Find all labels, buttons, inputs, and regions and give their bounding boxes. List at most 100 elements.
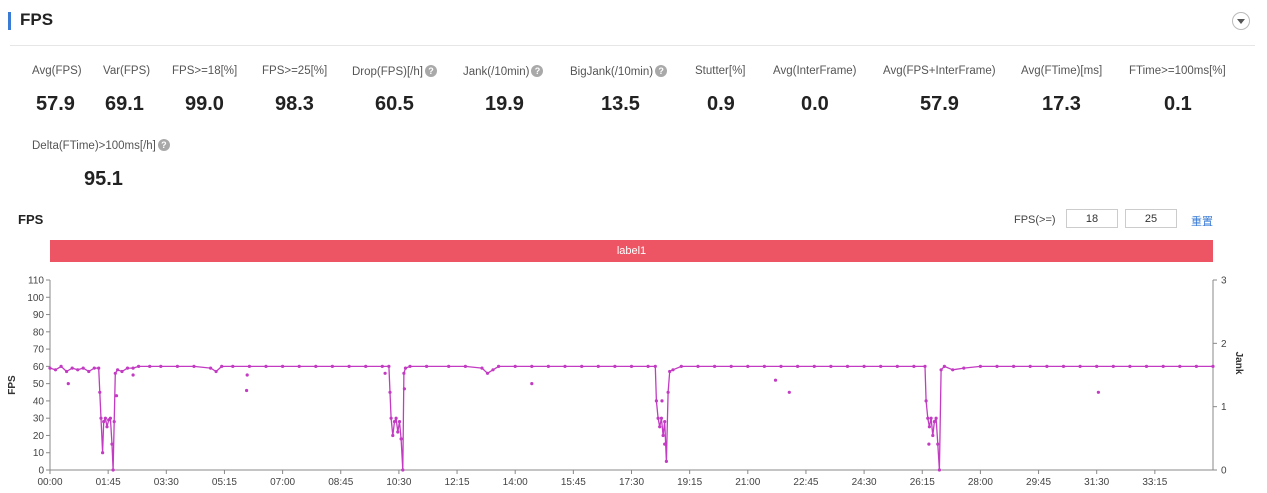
y-tick-label: 70 xyxy=(33,345,45,356)
fps-outlier-point xyxy=(383,371,387,375)
fps-data-point xyxy=(214,369,218,374)
fps-data-point xyxy=(668,369,672,374)
fps-data-point xyxy=(388,390,392,394)
fps-data-point xyxy=(596,364,600,368)
jank-axis: 0 1 2 3 xyxy=(1212,276,1227,477)
y-tick-label: 50 xyxy=(33,379,45,390)
x-tick-label: 24:30 xyxy=(852,477,877,488)
fps-data-point xyxy=(97,366,101,370)
fps-data-point xyxy=(116,368,120,372)
fps-data-point xyxy=(613,364,617,368)
fps-outlier-point xyxy=(660,399,664,403)
fps-outlier-point xyxy=(927,442,931,446)
fps-data-point xyxy=(87,369,91,374)
fps-data-point xyxy=(1061,364,1066,368)
y-tick-label: 110 xyxy=(28,276,44,287)
fps-data-point xyxy=(397,420,402,424)
fps-data-point xyxy=(762,364,767,368)
chevron-down-icon xyxy=(1237,19,1245,24)
fps-outlier-point xyxy=(787,390,791,394)
header-divider xyxy=(10,45,1255,46)
fps-data-point xyxy=(513,364,517,368)
fps-data-point xyxy=(929,416,933,420)
fps-data-point xyxy=(796,364,800,368)
fps-outlier-point xyxy=(245,388,249,393)
fps-data-point xyxy=(671,368,675,372)
x-tick-label: 10:30 xyxy=(386,477,411,488)
y2-tick-label: 1 xyxy=(1221,402,1227,413)
fps-data-point xyxy=(923,364,927,368)
chart-title: FPS xyxy=(18,212,44,227)
fps-data-point xyxy=(59,364,63,368)
fps-data-point xyxy=(65,369,69,374)
fps-data-point xyxy=(563,364,567,368)
x-tick-label: 31:30 xyxy=(1084,477,1109,488)
help-icon[interactable]: ? xyxy=(424,65,437,77)
fps-data-point xyxy=(666,390,670,394)
fps-outlier-point xyxy=(245,373,249,377)
fps-data-point xyxy=(962,366,966,370)
fps-threshold-label: FPS(>=) xyxy=(1014,214,1056,226)
y-tick-label: 0 xyxy=(38,466,44,477)
fps-data-point xyxy=(879,364,883,368)
fps-data-point xyxy=(131,366,135,370)
fps-line-chart[interactable]: 0 10 20 30 40 50 60 70 80 90 100 110 0 1 2 3 00:00 01:4… xyxy=(0,268,1267,493)
fps-data-point xyxy=(364,364,368,368)
fps-data-point xyxy=(646,364,650,368)
x-axis: 00:00 01:45 03:30 05:15 07:00 08:45 10:30 12:15… xyxy=(37,469,1213,488)
fps-data-point xyxy=(447,364,451,368)
fps-outlier-point xyxy=(530,382,534,386)
metric-label-ftime-ge-100ms: FTime>=100ms[%] xyxy=(1129,65,1226,77)
metric-label-var-fps: Var(FPS) xyxy=(103,65,151,77)
fps-threshold-low-input[interactable] xyxy=(1066,209,1118,228)
metric-label-fps-ge-25: FPS>=25[%] xyxy=(262,65,328,77)
fps-data-point xyxy=(661,433,665,438)
x-tick-label: 05:15 xyxy=(212,477,237,488)
fps-data-point xyxy=(81,366,85,370)
fps-data-point xyxy=(137,364,141,368)
fps-data-point xyxy=(101,451,105,455)
metric-value-ftime-ge-100ms: 0.1 xyxy=(1164,93,1192,115)
fps-data-point xyxy=(995,364,999,368)
help-icon[interactable]: ? xyxy=(531,65,544,77)
fps-data-point xyxy=(1095,364,1099,368)
fps-data-point xyxy=(485,371,490,375)
fps-data-point xyxy=(931,433,935,438)
fps-data-point xyxy=(1028,364,1032,368)
fps-data-point xyxy=(942,364,947,368)
metric-label-avg-fps-interframe: Avg(FPS+InterFrame) xyxy=(883,65,996,77)
fps-data-point xyxy=(408,364,412,368)
fps-data-point xyxy=(112,420,116,424)
fps-data-point xyxy=(231,364,235,368)
fps-data-point xyxy=(387,364,391,368)
fps-data-point xyxy=(314,364,318,368)
metric-value-stutter: 0.9 xyxy=(707,93,735,115)
metric-value-avg-fps-interframe: 57.9 xyxy=(920,93,959,115)
fps-data-point xyxy=(389,416,393,420)
fps-data-point xyxy=(125,366,130,370)
fps-data-point xyxy=(192,364,196,368)
reset-link[interactable]: 重置 xyxy=(1191,216,1213,228)
x-tick-label: 14:00 xyxy=(503,477,528,488)
help-icon[interactable]: ? xyxy=(655,65,668,77)
y-tick-label: 80 xyxy=(33,327,45,338)
metric-label-fps-ge-18: FPS>=18[%] xyxy=(172,65,238,77)
fps-data-point xyxy=(1161,364,1165,368)
fps-threshold-high-input[interactable] xyxy=(1125,209,1177,228)
fps-data-point xyxy=(491,368,495,372)
fps-data-point xyxy=(497,364,501,368)
metric-value-fps-ge-25: 98.3 xyxy=(275,93,314,115)
fps-data-point xyxy=(978,364,983,368)
fps-data-point xyxy=(696,364,700,368)
fps-data-point xyxy=(380,364,384,368)
help-icon[interactable]: ? xyxy=(157,139,170,151)
fps-data-point xyxy=(53,368,58,372)
collapse-toggle-button[interactable] xyxy=(1232,12,1250,30)
fps-data-point xyxy=(924,399,928,403)
metric-value-fps-ge-18: 99.0 xyxy=(185,93,224,115)
metric-label-avg-fps: Avg(FPS) xyxy=(32,65,82,77)
label-band[interactable]: label1 xyxy=(50,240,1213,262)
x-tick-label: 22:45 xyxy=(793,477,818,488)
fps-data-point xyxy=(1211,364,1215,368)
fps-data-point xyxy=(1194,364,1198,368)
